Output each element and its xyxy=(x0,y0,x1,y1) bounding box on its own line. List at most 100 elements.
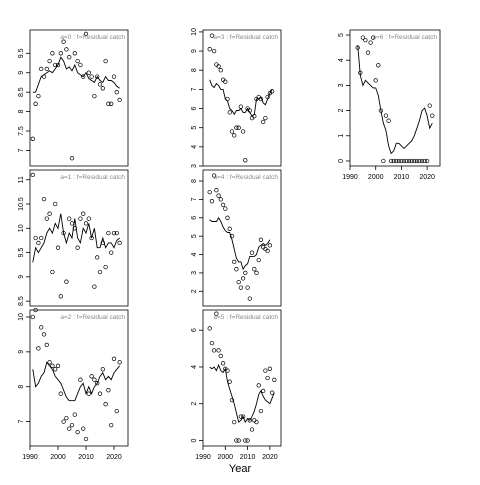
data-point xyxy=(211,48,217,54)
data-point xyxy=(229,397,235,403)
data-point xyxy=(243,158,248,163)
data-point xyxy=(401,158,407,164)
data-point xyxy=(370,35,376,40)
data-point xyxy=(69,156,75,161)
data-point xyxy=(209,340,215,346)
panel-label: a=4 : f=Residual catch xyxy=(213,174,278,181)
data-point xyxy=(75,429,80,435)
data-point xyxy=(114,230,119,236)
data-point xyxy=(234,125,239,130)
data-point xyxy=(261,388,266,394)
data-point xyxy=(223,79,228,84)
y-tick-label: 4 xyxy=(191,252,198,256)
data-point xyxy=(249,427,255,432)
data-point xyxy=(47,360,52,365)
data-point xyxy=(236,438,241,443)
panel-4: 2 3 4 5 6 7 8 a=4 : f=Residual catch xyxy=(191,169,282,307)
data-point xyxy=(69,422,75,428)
data-point xyxy=(404,158,409,164)
data-point xyxy=(44,342,49,348)
data-point xyxy=(97,391,103,396)
series-line xyxy=(32,361,120,402)
data-point xyxy=(209,199,215,204)
panel-label: a=3 : f=Residual catch xyxy=(213,34,278,41)
data-point xyxy=(252,114,257,119)
data-point xyxy=(225,368,230,373)
y-tick-label: 2 xyxy=(338,109,345,113)
data-point xyxy=(100,367,105,372)
data-point xyxy=(373,78,378,83)
data-point xyxy=(114,90,119,95)
data-point xyxy=(214,311,219,316)
data-point xyxy=(220,361,226,366)
data-point xyxy=(72,412,77,417)
data-point xyxy=(406,158,412,164)
data-point xyxy=(106,230,111,236)
data-point xyxy=(92,377,97,382)
data-point xyxy=(39,325,44,330)
data-point xyxy=(245,438,250,443)
data-point xyxy=(67,216,72,221)
data-point xyxy=(368,40,373,45)
data-point xyxy=(50,51,55,56)
panel-frame xyxy=(29,29,129,167)
panel-frame xyxy=(349,29,441,167)
data-point xyxy=(267,243,273,248)
y-tick-label: 3 xyxy=(191,271,198,275)
data-point xyxy=(111,356,117,361)
y-tick-label: 0 xyxy=(191,438,198,442)
data-point xyxy=(47,211,52,216)
data-point xyxy=(414,158,420,164)
data-point xyxy=(256,257,261,263)
data-point xyxy=(265,248,270,254)
data-point xyxy=(86,216,91,221)
y-tick-label: 3 xyxy=(191,164,198,168)
data-point xyxy=(83,221,89,226)
x-tick-label: 2020 xyxy=(106,454,122,461)
data-point xyxy=(50,363,55,368)
data-point xyxy=(86,391,91,396)
data-point xyxy=(249,250,255,255)
data-point xyxy=(100,86,105,91)
data-point xyxy=(97,269,103,275)
data-point xyxy=(111,230,117,236)
data-point xyxy=(218,68,223,73)
y-tick-label: 2 xyxy=(191,289,198,293)
y-tick-label: 7 xyxy=(18,420,25,424)
panel-frame xyxy=(202,309,282,447)
series-line xyxy=(209,363,275,424)
data-point xyxy=(103,264,108,270)
y-tick-label: 8.5 xyxy=(18,296,25,306)
data-point xyxy=(229,234,235,239)
data-point xyxy=(44,66,49,72)
data-point xyxy=(53,201,58,207)
data-point xyxy=(103,58,108,64)
data-point xyxy=(36,346,41,351)
y-tick-label: 7 xyxy=(191,197,198,201)
data-point xyxy=(92,93,97,99)
data-point xyxy=(430,113,435,118)
data-point xyxy=(61,39,66,44)
y-tick-label: 9 xyxy=(18,275,25,279)
y-tick-label: 4 xyxy=(338,58,345,62)
y-tick-label: 7 xyxy=(191,87,198,91)
data-point xyxy=(117,97,122,103)
data-point xyxy=(47,58,52,64)
data-point xyxy=(78,62,83,68)
x-tick-label: 2000 xyxy=(217,454,233,461)
data-point xyxy=(53,62,58,68)
data-point xyxy=(245,285,250,290)
panel-label: a=5 : f=Residual catch xyxy=(213,314,278,321)
panel-2: 0 1 2 3 4 5 1990 2000 2010 2020 a=6 : f=Residual c… xyxy=(338,29,441,181)
panel-label: a=0 : f=Residual catch xyxy=(60,34,125,41)
y-tick-label: 10 xyxy=(18,224,25,232)
data-point xyxy=(381,158,386,164)
y-tick-label: 10 xyxy=(18,313,25,321)
data-point xyxy=(265,375,270,381)
y-tick-label: 10 xyxy=(191,28,198,36)
data-point xyxy=(232,133,237,138)
data-point xyxy=(383,113,389,118)
data-point xyxy=(238,285,244,290)
data-point xyxy=(234,267,239,272)
